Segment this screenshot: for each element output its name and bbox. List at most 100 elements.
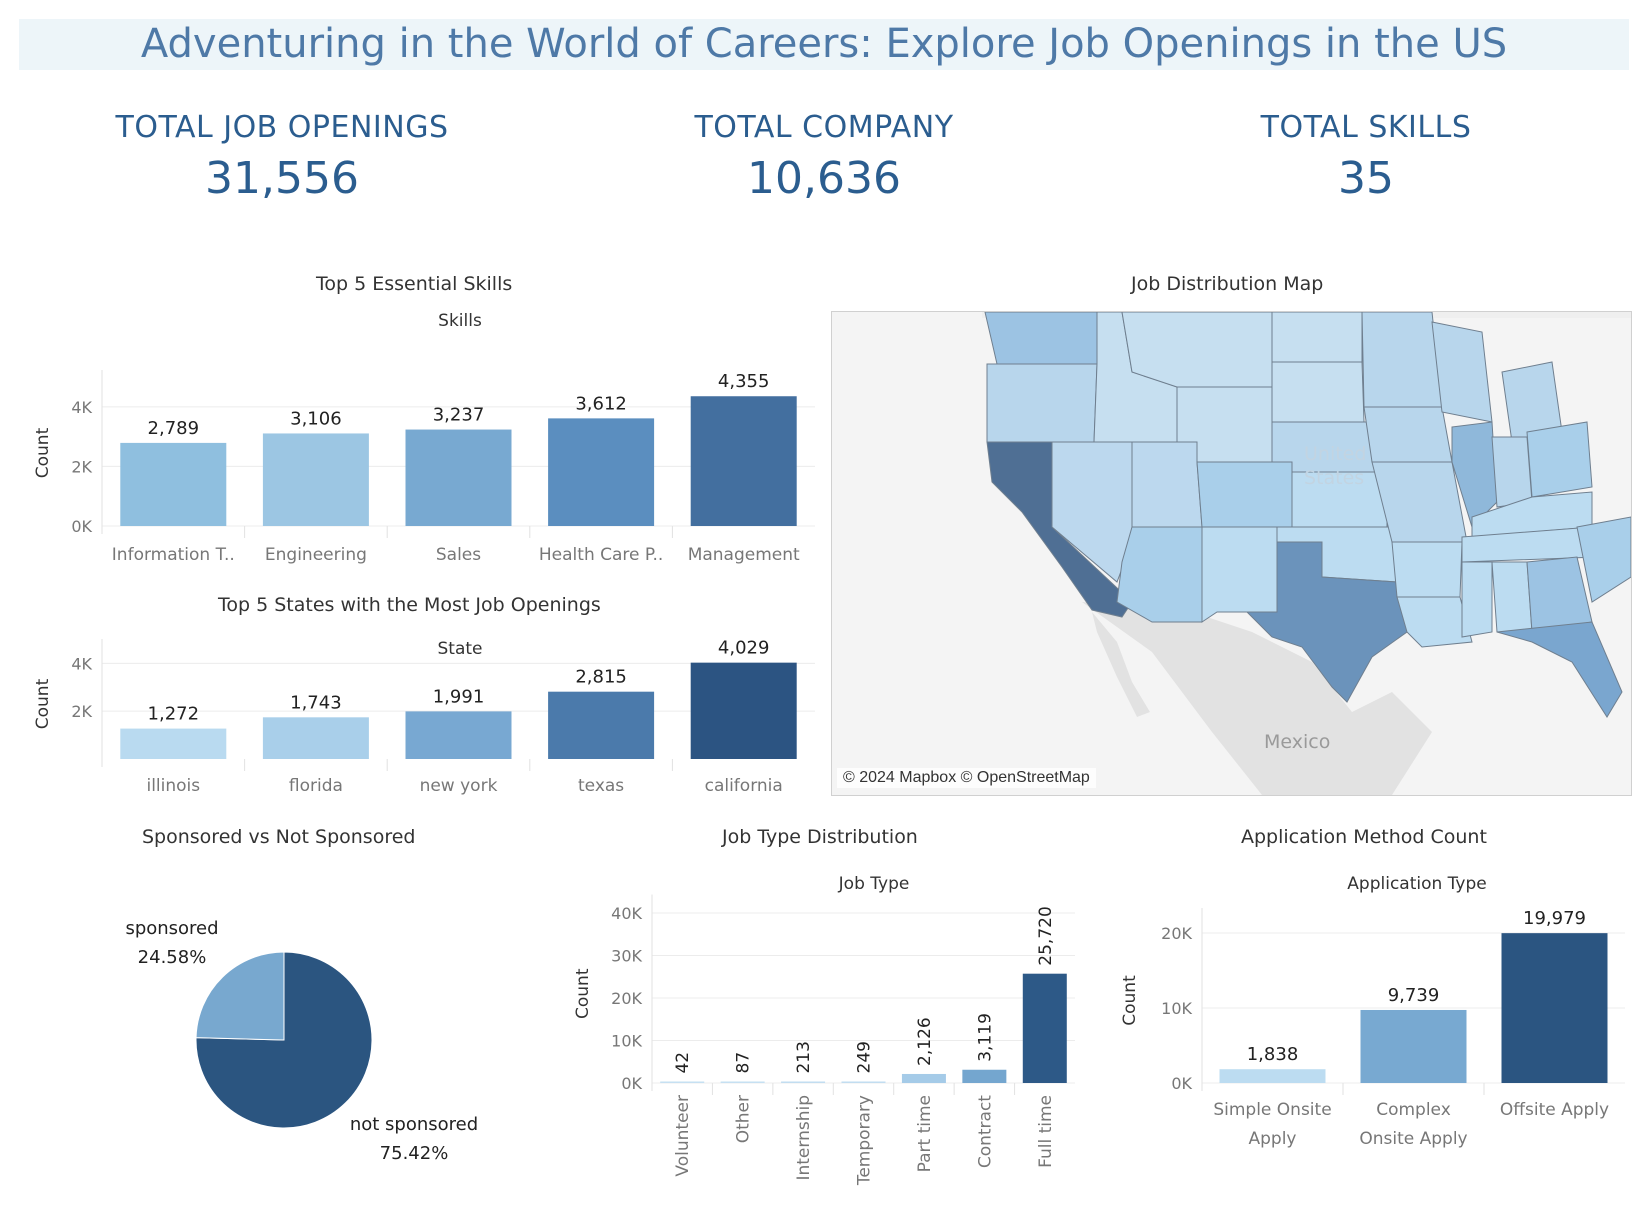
category-label: Contract [975, 1095, 995, 1168]
data-label: 3,237 [433, 405, 485, 426]
kpi-value: 10,636 [747, 153, 901, 204]
map-label-mexico: Mexico [1264, 731, 1330, 753]
kpi-label: TOTAL COMPANY [694, 110, 954, 145]
states-bar-chart: State 2K 4K Count 1,272 illinois 1,743 florida 1… [33, 638, 815, 796]
kpi-label: TOTAL SKILLS [1260, 110, 1472, 145]
state-louisiana [1396, 596, 1473, 648]
data-label: 3,612 [575, 393, 627, 414]
data-label: 42 [673, 1052, 693, 1074]
data-label: 1,838 [1247, 1044, 1299, 1065]
chart-subtitle: Job Type [838, 874, 910, 894]
map-canvas: United States Mexico [832, 312, 1631, 795]
y-tick-label: 10K [611, 1032, 642, 1051]
y-tick-label: 0K [71, 517, 92, 536]
jobtype-chart-title: Job Type Distribution [722, 826, 918, 848]
bar [120, 442, 227, 526]
state-utah [1131, 441, 1203, 528]
state-wisconsin [1431, 321, 1493, 423]
data-label: 3,119 [975, 1013, 995, 1062]
category-label: florida [289, 776, 343, 796]
kpi-total-skills: TOTAL SKILLS 35 [1116, 110, 1616, 204]
data-label: 2,789 [148, 418, 200, 439]
category-label: Part time [915, 1095, 935, 1172]
state-mississippi [1461, 561, 1493, 638]
state-carolinas [1576, 516, 1631, 603]
state-new-mexico [1201, 526, 1278, 623]
category-label: Other [734, 1095, 754, 1143]
category-label: Health Care P.. [539, 545, 663, 565]
state-indiana [1491, 436, 1533, 508]
category-label: Engineering [265, 545, 367, 565]
map-label-united-states: United [1304, 443, 1366, 465]
map-credit[interactable]: © 2024 Mapbox © OpenStreetMap [837, 768, 1096, 788]
category-label: Apply [1249, 1129, 1297, 1149]
y-tick-label: 20K [611, 989, 642, 1008]
state-colorado [1196, 461, 1293, 528]
bar [262, 717, 369, 759]
y-tick-label: 30K [611, 947, 642, 966]
data-label: 4,029 [718, 638, 770, 659]
category-label: Full time [1036, 1095, 1056, 1168]
y-tick-label: 2K [71, 457, 92, 476]
chart-subtitle: Application Type [1347, 874, 1486, 894]
y-tick-label: 4K [71, 654, 92, 673]
states-chart-title: Top 5 States with the Most Job Openings [218, 594, 601, 616]
category-label: Onsite Apply [1359, 1129, 1467, 1149]
y-tick-label: 4K [71, 398, 92, 417]
data-label: 249 [855, 1041, 875, 1073]
state-south-dakota [1271, 361, 1365, 423]
state-washington [984, 312, 1098, 365]
state-texas [1245, 541, 1408, 703]
state-alabama [1491, 561, 1533, 633]
job-distribution-map[interactable]: United States Mexico [831, 311, 1632, 796]
state-florida [1496, 621, 1623, 718]
bar [901, 1073, 946, 1083]
pie-slice-percent: 75.42% [380, 1143, 449, 1164]
bar [1022, 973, 1067, 1083]
data-label: 4,355 [718, 371, 770, 392]
state-minnesota [1361, 312, 1443, 408]
skills-bar-chart: Skills 0K 2K 4K Count 2,789 Information T.. 3,1… [33, 311, 815, 565]
apply-bar-chart: Application Type 0K 10K 20K Count 1,838 Simple… [1120, 874, 1625, 1149]
bar [1360, 1009, 1467, 1083]
category-label: Information T.. [112, 545, 235, 565]
jobtype-bar-chart: Job Type 0K 10K 20K 30K 40K Count 42 Volunteer 87… [573, 874, 1075, 1186]
category-label: california [705, 776, 783, 796]
bar [1219, 1069, 1326, 1083]
y-tick-label: 0K [621, 1074, 642, 1093]
dashboard-title: Adventuring in the World of Careers: Exp… [140, 21, 1508, 67]
data-label: 87 [734, 1052, 754, 1074]
chart-subtitle: Skills [438, 311, 482, 331]
bar [962, 1069, 1007, 1083]
category-label: Offsite Apply [1500, 1100, 1609, 1120]
y-tick-label: 20K [1161, 924, 1192, 943]
bar [548, 418, 655, 526]
bar [690, 396, 797, 526]
y-axis-label: Count [1120, 975, 1140, 1026]
y-tick-label: 10K [1161, 999, 1192, 1018]
bar [405, 711, 512, 759]
bar [841, 1081, 886, 1083]
category-label: texas [578, 776, 624, 796]
category-label: Temporary [855, 1095, 875, 1186]
us-states-layer [984, 312, 1631, 718]
pie-slice-label: sponsored [125, 918, 218, 939]
kpi-value: 31,556 [205, 153, 359, 204]
state-north-dakota [1271, 312, 1363, 363]
bar [548, 691, 655, 759]
category-label: Management [688, 545, 800, 565]
state-arizona [1116, 526, 1203, 623]
y-axis-label: Count [33, 427, 53, 478]
pie-slice [195, 951, 285, 1041]
data-label: 25,720 [1036, 906, 1056, 965]
pie-slice-label: not sponsored [350, 1114, 478, 1135]
mexico-land [1082, 602, 1432, 795]
sponsor-chart-title: Sponsored vs Not Sponsored [142, 826, 416, 848]
bar [660, 1081, 705, 1083]
state-kentucky [1471, 491, 1593, 538]
pie-slice-percent: 24.58% [138, 947, 207, 968]
data-label: 3,106 [290, 408, 342, 429]
category-label: Complex [1376, 1100, 1451, 1120]
kpi-value: 35 [1338, 153, 1394, 204]
bar [690, 662, 797, 759]
